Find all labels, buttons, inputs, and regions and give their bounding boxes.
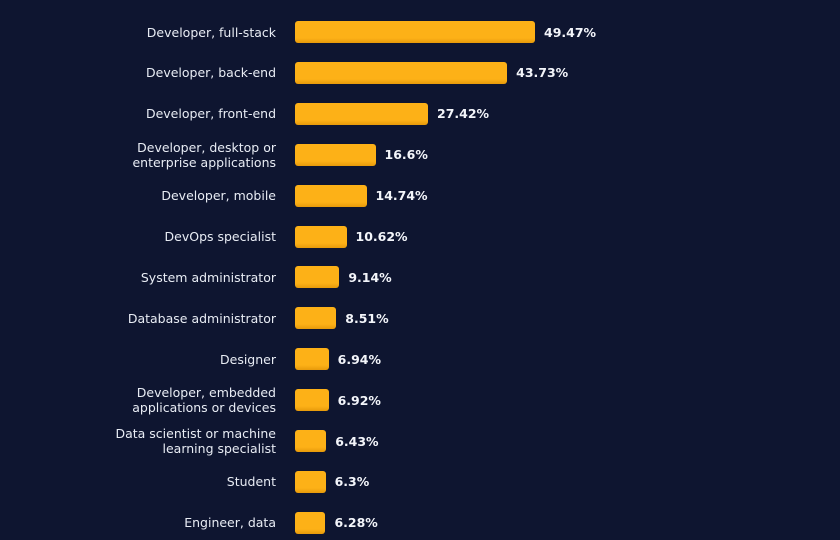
category-label-line: enterprise applications [132,154,276,170]
category-label-line: DevOps specialist [164,229,276,244]
data-label: 8.51% [345,310,389,326]
bar [295,470,326,493]
bar [295,389,329,412]
category-label: Developer, back-end [76,65,276,80]
category-label-line: Developer, front-end [145,106,276,122]
category-label-line: Developer, back-end [146,65,276,81]
category-label-line: Student [226,474,276,490]
data-label: 6.43% [335,433,379,449]
category-label-line: Designer [220,351,276,367]
category-label-line: applications or devices [132,400,276,416]
category-label: DevOps specialist [76,229,276,244]
category-label-line: System administrator [140,269,276,285]
data-label: 49.47% [544,24,597,40]
category-label: Developer, desktop or enterprise applicat… [76,140,276,170]
data-label: 6.28% [334,515,378,531]
data-label: 14.74% [375,188,428,204]
category-label: Engineer, data [76,515,276,530]
data-label: 6.3% [334,474,370,490]
bar [295,430,327,452]
category-label-line: Engineer, data [184,515,276,531]
data-label: 6.94% [337,351,382,367]
category-label-line: Data scientist or machine [115,426,276,441]
data-label: 10.62% [355,229,408,244]
category-label-line: Developer, mobile [161,188,276,204]
data-label: 43.73% [516,65,569,81]
bar [295,348,329,371]
bar [295,307,337,330]
bar [295,21,535,43]
category-label: Student [76,474,276,489]
category-label-line: Developer, desktop or [137,139,276,155]
data-label: 6.92% [337,392,381,408]
bar [295,225,347,248]
bar [295,266,340,289]
bar [295,143,376,166]
category-label: Developer, mobile [76,188,276,203]
bar [295,102,429,125]
category-label: Developer, embedded applications or devic… [76,385,276,415]
data-label: 16.6% [384,147,428,163]
category-label-line: Database administrator [127,310,276,326]
category-label-line: Developer, full-stack [146,24,276,40]
category-label: Developer, front-end [76,106,276,121]
bar [295,184,367,207]
category-label: Data scientist or machine learning specia… [76,426,276,456]
category-label: Database administrator [76,311,276,326]
category-label: Designer [76,352,276,367]
category-label: System administrator [76,270,276,285]
data-label: 9.14% [348,269,392,285]
category-label: Developer, full-stack [76,25,276,40]
category-label-line: Developer, embedded [136,385,276,401]
bar [295,511,326,534]
category-label-line: learning specialist [162,441,276,456]
bar [295,61,508,84]
data-label: 27.42% [437,106,490,122]
